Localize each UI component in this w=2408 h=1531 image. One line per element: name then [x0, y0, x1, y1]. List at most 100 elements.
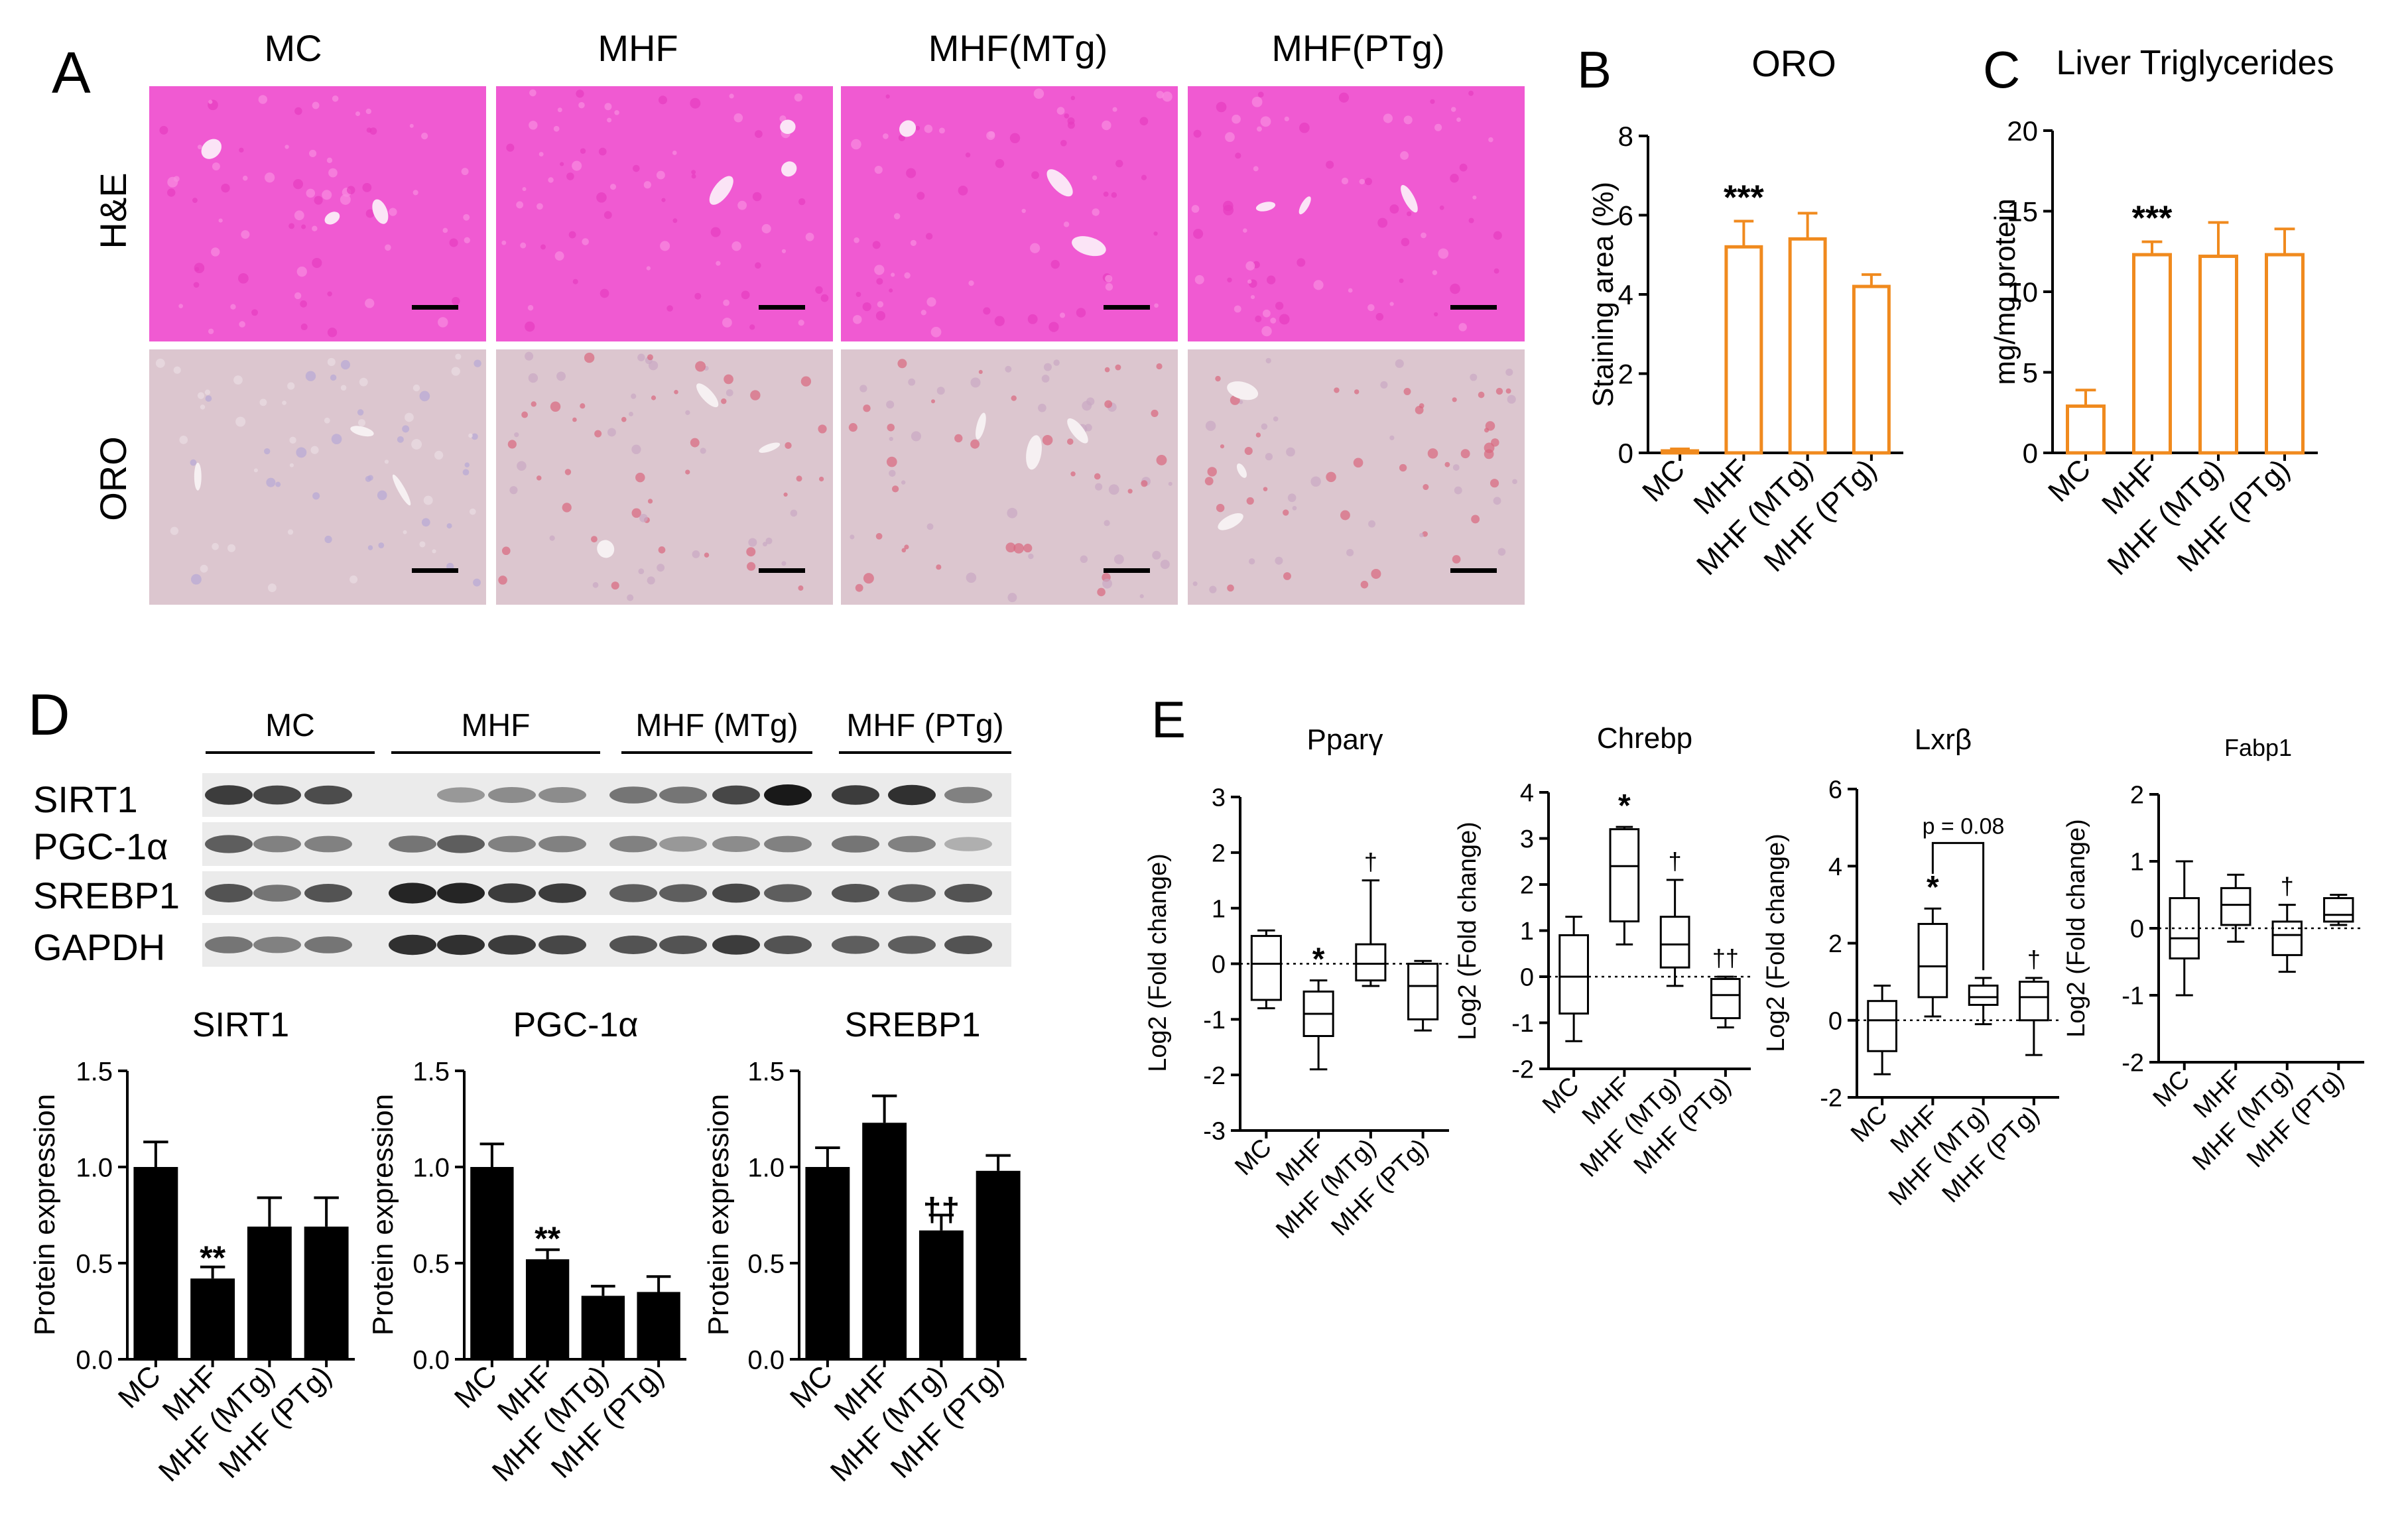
blot-band: [888, 884, 936, 902]
blot-band: [539, 935, 586, 955]
blot-label-pgc1a: PGC-1α: [33, 826, 168, 867]
histology-image-oro-2: [841, 349, 1178, 605]
blot-band: [659, 884, 707, 902]
blot-label-gapdh: GAPDH: [33, 926, 165, 968]
bar: [1788, 237, 1827, 455]
histo-col-label-mtg: MHF(MTg): [928, 27, 1108, 69]
box: [1250, 935, 1282, 1001]
y-tick-label: 2: [2130, 782, 2144, 810]
y-tick-label: 1.5: [412, 1057, 450, 1086]
blot-band: [944, 936, 992, 954]
blot-band: [712, 785, 760, 805]
blot-band: [944, 837, 992, 851]
histo-col-label-mhf: MHF: [598, 27, 678, 69]
significance-mark: *: [1618, 788, 1631, 824]
y-tick-label: 0: [2023, 438, 2038, 469]
y-axis-label: Log2 (Fold change): [1454, 822, 1482, 1040]
bar: [133, 1167, 178, 1359]
y-tick-label: 15: [2007, 196, 2038, 227]
panel-letter-c: C: [1983, 40, 2020, 99]
blot-band: [888, 936, 936, 954]
blot-band: [389, 835, 436, 853]
blot-band: [437, 787, 485, 803]
bar: [470, 1167, 514, 1359]
blot-band: [253, 885, 301, 902]
scale-bar: [759, 568, 805, 573]
histo-row-label-he: H&E: [92, 172, 134, 249]
blot-band: [205, 884, 253, 902]
blot-band: [253, 785, 301, 805]
y-tick-label: 1.0: [412, 1153, 450, 1182]
blot-band: [304, 835, 352, 853]
chart-title: Chrebp: [1597, 722, 1692, 755]
blot-band: [609, 884, 657, 902]
bar: [247, 1226, 292, 1359]
significance-mark: †: [2027, 946, 2041, 973]
y-tick-label: 4: [1618, 279, 1633, 310]
bar: [2066, 404, 2106, 455]
blot-band: [659, 786, 707, 804]
blot-band: [712, 935, 760, 955]
scale-bar: [412, 305, 458, 310]
chart-title: Liver Triglycerides: [2056, 44, 2334, 82]
y-axis-label: Protein expression: [367, 1094, 399, 1335]
y-axis-label: Log2 (Fold change): [2062, 819, 2090, 1038]
blot-band: [888, 784, 936, 806]
y-tick-label: 2: [1618, 359, 1633, 390]
box: [1659, 916, 1690, 969]
blot-band: [253, 835, 301, 853]
scale-bar: [1104, 568, 1150, 573]
blot-band: [764, 835, 812, 853]
histology-panel: MC MHF MHF(MTg) MHF(PTg) H&E ORO: [92, 27, 1525, 605]
bar: [862, 1123, 907, 1359]
y-tick-label: 0.0: [76, 1345, 113, 1375]
histo-col-label-mc: MC: [264, 27, 322, 69]
y-tick-label: -1: [1203, 1007, 1226, 1034]
blot-band: [539, 787, 586, 803]
blot-band: [539, 883, 586, 903]
y-tick-label: 0.5: [412, 1249, 450, 1278]
blot-band: [944, 884, 992, 902]
box: [1609, 828, 1640, 923]
y-tick-label: 1: [1212, 895, 1226, 923]
y-tick-label: -3: [1203, 1118, 1226, 1146]
chart-title: Pparγ: [1307, 723, 1383, 756]
blot-band: [488, 835, 536, 853]
scale-bar: [759, 305, 805, 310]
histo-row-label-oro: ORO: [92, 436, 134, 521]
panel-letter-a: A: [52, 40, 91, 105]
y-tick-label: -2: [1511, 1056, 1534, 1084]
y-tick-label: 4: [1520, 780, 1534, 808]
box: [2220, 887, 2251, 926]
bar: [2198, 255, 2238, 455]
blot-strip-3: [202, 923, 1011, 967]
blot-band: [712, 883, 760, 903]
y-tick-label: 1.5: [747, 1057, 785, 1086]
box: [1558, 934, 1589, 1015]
blot-band: [764, 784, 812, 806]
significance-mark: **: [535, 1220, 560, 1257]
box: [1407, 963, 1439, 1020]
y-tick-label: 3: [1212, 784, 1226, 812]
y-tick-label: 0: [1520, 964, 1534, 992]
chart-title: PGC-1α: [513, 1006, 639, 1044]
histology-image-he-3: [1188, 86, 1525, 341]
y-tick-label: 1.0: [76, 1153, 113, 1182]
y-tick-label: -2: [2122, 1050, 2144, 1077]
blot-band: [764, 884, 812, 902]
box: [2169, 897, 2200, 959]
y-tick-label: 1: [1520, 918, 1534, 946]
blot-band: [832, 936, 879, 954]
y-tick-label: 0.5: [76, 1249, 113, 1278]
chart-title: Lxrβ: [1915, 723, 1972, 756]
scale-bar: [412, 568, 458, 573]
bar: [1724, 245, 1763, 455]
histology-image-he-2: [841, 86, 1178, 341]
histology-image-he-1: [496, 86, 833, 341]
y-tick-label: 1.5: [76, 1057, 113, 1086]
y-axis-label: Log2 (Fold change): [1144, 853, 1172, 1072]
histology-image-he-0: [149, 86, 486, 341]
y-tick-label: 2: [1212, 840, 1226, 868]
blot-band: [712, 836, 760, 852]
